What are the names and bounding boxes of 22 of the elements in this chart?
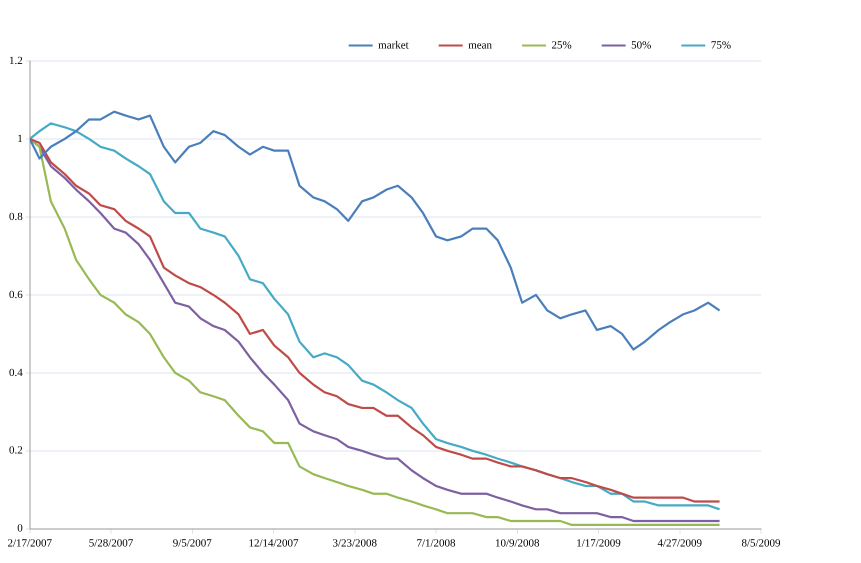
y-tick-label: 0.8	[9, 210, 24, 223]
y-tick-label: 1	[17, 132, 23, 145]
legend-label: market	[378, 39, 409, 52]
legend-label: 25%	[552, 39, 572, 52]
x-tick-label: 5/28/2007	[88, 537, 134, 550]
x-tick-label: 3/23/2008	[332, 537, 378, 550]
x-tick-label: 2/17/2007	[7, 537, 53, 550]
x-tick-label: 1/17/2009	[576, 537, 622, 550]
y-tick-label: 0.6	[9, 288, 24, 301]
y-tick-label: 0.4	[9, 366, 24, 379]
x-tick-label: 12/14/2007	[248, 537, 300, 550]
y-tick-label: 0.2	[9, 444, 23, 457]
legend-label: 75%	[710, 39, 732, 52]
x-tick-label: 10/9/2008	[494, 537, 540, 550]
x-tick-label: 9/5/2007	[172, 537, 212, 550]
y-tick-label: 1.2	[9, 54, 23, 67]
legend-label: 50%	[631, 39, 652, 52]
y-tick-label: 0	[17, 522, 24, 535]
x-tick-label: 4/27/2009	[657, 537, 703, 550]
x-tick-label: 7/1/2008	[416, 537, 456, 550]
legend-label: mean	[468, 39, 493, 52]
x-tick-label: 8/5/2009	[741, 537, 782, 550]
